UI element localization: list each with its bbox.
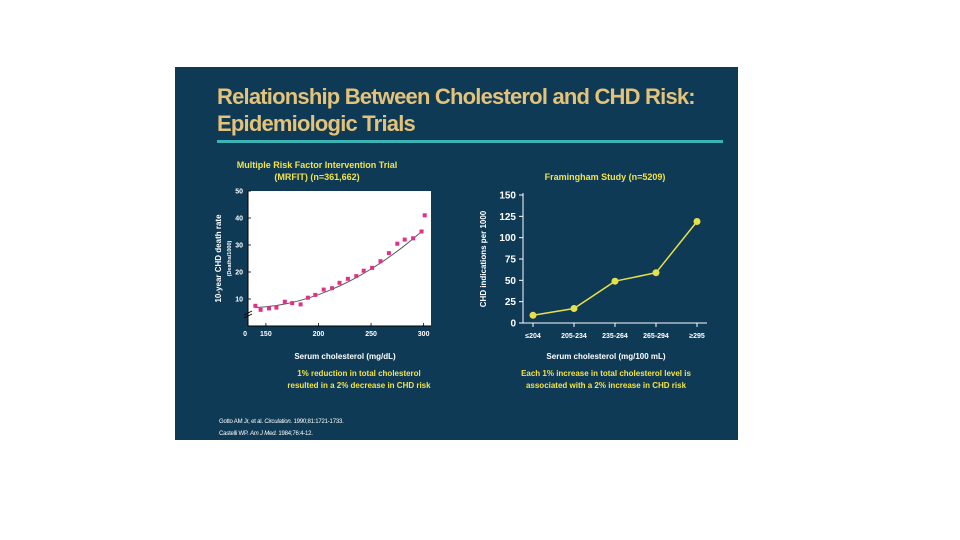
- mrfit-data-point: [402, 237, 407, 242]
- slide-title-line2: Epidemiologic Trials: [217, 111, 416, 136]
- framingham-data-point: [652, 269, 660, 277]
- framingham-y-tick-label: 75: [505, 255, 517, 266]
- mrfit-title-line2: (MRFIT) (n=361,662): [274, 172, 359, 182]
- framingham-y-tick-label: 100: [499, 233, 516, 244]
- mrfit-data-point: [345, 276, 350, 281]
- mrfit-data-point: [298, 302, 303, 307]
- framingham-x-tick-label: ≥295: [689, 333, 705, 340]
- mrfit-data-point: [290, 301, 295, 306]
- mrfit-data-point: [305, 295, 310, 300]
- slide-title-line1: Relationship Between Cholesterol and CHD…: [217, 84, 696, 109]
- title-rule: [217, 140, 723, 143]
- mrfit-y-label: 10-year CHD death rate: [214, 214, 223, 303]
- slide-title: Relationship Between Cholesterol and CHD…: [217, 83, 727, 137]
- mrfit-data-point: [422, 213, 427, 218]
- mrfit-title-line1: Multiple Risk Factor Intervention Trial: [237, 160, 398, 170]
- mrfit-fit-curve: [255, 229, 424, 309]
- framingham-y-label: CHD indications per 1000: [479, 210, 488, 307]
- framingham-x-tick-label: 205-234: [561, 333, 587, 340]
- mrfit-data-point: [419, 229, 424, 234]
- framingham-y-tick-label: 0: [510, 319, 516, 330]
- footnote-ref1-authors: Gotto AM Jr, et al.: [219, 419, 263, 425]
- mrfit-data-point: [395, 241, 400, 246]
- mrfit-data-point: [282, 299, 287, 304]
- mrfit-data-point: [337, 280, 342, 285]
- framingham-y-tick-label: 25: [505, 297, 517, 308]
- footnote-ref1: Gotto AM Jr, et al. Circulation. 1990;81…: [219, 419, 344, 425]
- framingham-data-point: [693, 218, 701, 225]
- mrfit-x-label: Serum cholesterol (mg/dL): [294, 352, 396, 361]
- mrfit-data-point: [361, 268, 366, 273]
- mrfit-x-tick-label: 200: [313, 331, 325, 338]
- framingham-x-tick-label: 265-294: [643, 333, 669, 340]
- footnote-ref2-authors: Castelli WP.: [219, 431, 249, 437]
- framingham-title: Framingham Study (n=5209): [545, 172, 666, 182]
- footnote-ref1-details: 1990;81:1721-1733.: [293, 419, 344, 425]
- mrfit-data-point: [370, 265, 375, 270]
- mrfit-plot-area: [248, 191, 431, 326]
- mrfit-data-point: [330, 286, 335, 291]
- framingham-y-tick-label: 125: [499, 212, 516, 223]
- mrfit-data-point: [313, 292, 318, 297]
- framingham-caption-line2: associated with a 2% increase in CHD ris…: [526, 381, 687, 390]
- mrfit-axis-break-2: [243, 313, 253, 319]
- mrfit-axis-break-1: [243, 310, 253, 316]
- mrfit-data-point: [267, 306, 271, 311]
- mrfit-y-tick-label: 20: [235, 270, 243, 277]
- charts-area: Multiple Risk Factor Intervention Trial (…: [214, 160, 707, 390]
- mrfit-data-point: [274, 305, 279, 310]
- framingham-y-tick-label: 50: [505, 276, 517, 287]
- framingham-data-point: [611, 277, 619, 285]
- framingham-data-point: [529, 311, 537, 319]
- slide: Relationship Between Cholesterol and CHD…: [175, 67, 738, 440]
- footnote-ref2-journal: Am J Med.: [249, 431, 277, 437]
- footnote-ref2: Castelli WP. Am J Med. 1984;76:4-12.: [219, 431, 313, 437]
- framingham-y-tick-label: 150: [499, 191, 516, 202]
- mrfit-y-tick-label: 40: [235, 216, 243, 223]
- mrfit-data-point: [386, 251, 391, 256]
- mrfit-y-label-sub: (Deaths/1000): [227, 240, 233, 276]
- mrfit-y-tick-label: 10: [235, 297, 243, 304]
- mrfit-x-tick-label: 250: [365, 331, 377, 338]
- framingham-x-label: Serum cholesterol (mg/100 mL): [546, 352, 665, 361]
- mrfit-x-tick-label: 150: [260, 331, 272, 338]
- mrfit-y-tick-label: 30: [235, 243, 243, 250]
- mrfit-caption-line2: resulted in a 2% decrease in CHD risk: [287, 381, 431, 390]
- mrfit-data-point: [378, 259, 383, 264]
- framingham-data-point: [570, 305, 578, 312]
- framingham-line: [532, 221, 698, 317]
- mrfit-origin-label: 0: [243, 331, 247, 338]
- mrfit-data-point: [321, 287, 326, 292]
- footnote-ref2-details: 1984;76:4-12.: [278, 431, 313, 437]
- mrfit-data-point: [253, 303, 258, 308]
- framingham-x-tick-label: 235-264: [602, 333, 628, 340]
- mrfit-y-tick-label: 50: [235, 189, 243, 196]
- footnote-ref1-journal: Circulation.: [264, 419, 292, 425]
- mrfit-caption-line1: 1% reduction in total cholesterol: [297, 369, 421, 378]
- mrfit-x-tick-label: 300: [418, 331, 430, 338]
- mrfit-data-point: [354, 274, 359, 279]
- framingham-caption-line1: Each 1% increase in total cholesterol le…: [521, 369, 691, 378]
- mrfit-data-point: [258, 307, 263, 312]
- framingham-x-tick-label: ≤204: [525, 333, 541, 340]
- mrfit-data-point: [411, 236, 416, 241]
